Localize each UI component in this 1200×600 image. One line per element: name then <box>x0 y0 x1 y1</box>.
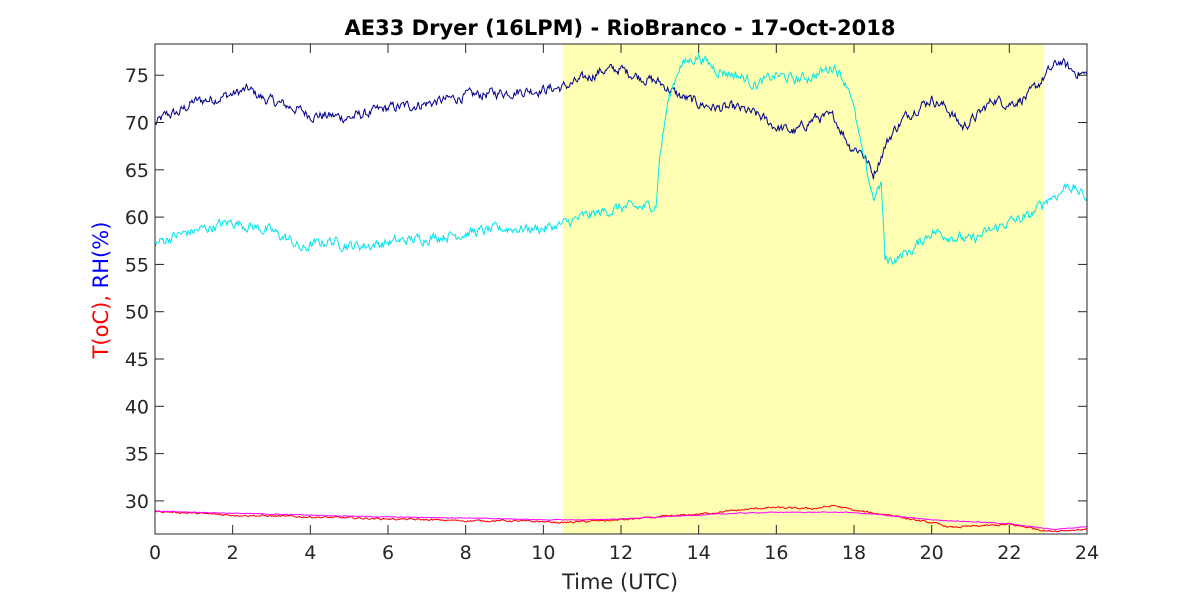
series-line-1 <box>154 57 1088 180</box>
x-axis-label: Time (UTC) <box>561 570 678 594</box>
y-tick-label: 65 <box>125 160 149 182</box>
y-tick-label: 70 <box>125 113 149 135</box>
x-tick-label: 16 <box>764 542 788 564</box>
y-axis-label-temperature: T(oC), <box>89 295 113 359</box>
x-tick-label: 12 <box>609 542 633 564</box>
series-line-4 <box>155 510 1088 531</box>
x-tick-label: 24 <box>1075 542 1099 564</box>
y-tick-label: 35 <box>125 444 149 466</box>
y-tick-label: 60 <box>125 207 149 229</box>
x-tick-label: 22 <box>997 542 1021 564</box>
y-tick-label: 30 <box>125 491 149 513</box>
y-axis-label-humidity: RH(%) <box>89 222 113 295</box>
x-tick-label: 8 <box>460 542 472 564</box>
x-tick-label: 20 <box>920 542 944 564</box>
y-tick-label: 40 <box>125 396 149 418</box>
x-tick-label: 4 <box>304 542 316 564</box>
chart-title: AE33 Dryer (16LPM) - RioBranco - 17-Oct-… <box>345 16 896 40</box>
y-tick-label: 50 <box>125 302 149 324</box>
x-tick-label: 14 <box>687 542 711 564</box>
x-tick-label: 2 <box>227 542 239 564</box>
x-tick-label: 10 <box>531 542 555 564</box>
y-axis-label: T(oC), RH(%) <box>89 222 113 360</box>
axis-ticks: 0 2 4 6 8 10 12 14 16 18 20 22 243035404550556065707… <box>125 44 1099 564</box>
y-tick-label: 55 <box>125 254 149 276</box>
series-lines <box>154 52 1088 533</box>
highlight-region <box>562 44 1045 534</box>
x-tick-label: 18 <box>842 542 866 564</box>
x-tick-label: 6 <box>382 542 394 564</box>
x-tick-label: 0 <box>149 542 161 564</box>
series-line-2 <box>154 52 1088 266</box>
y-tick-label: 75 <box>125 65 149 87</box>
y-tick-label: 45 <box>125 349 149 371</box>
